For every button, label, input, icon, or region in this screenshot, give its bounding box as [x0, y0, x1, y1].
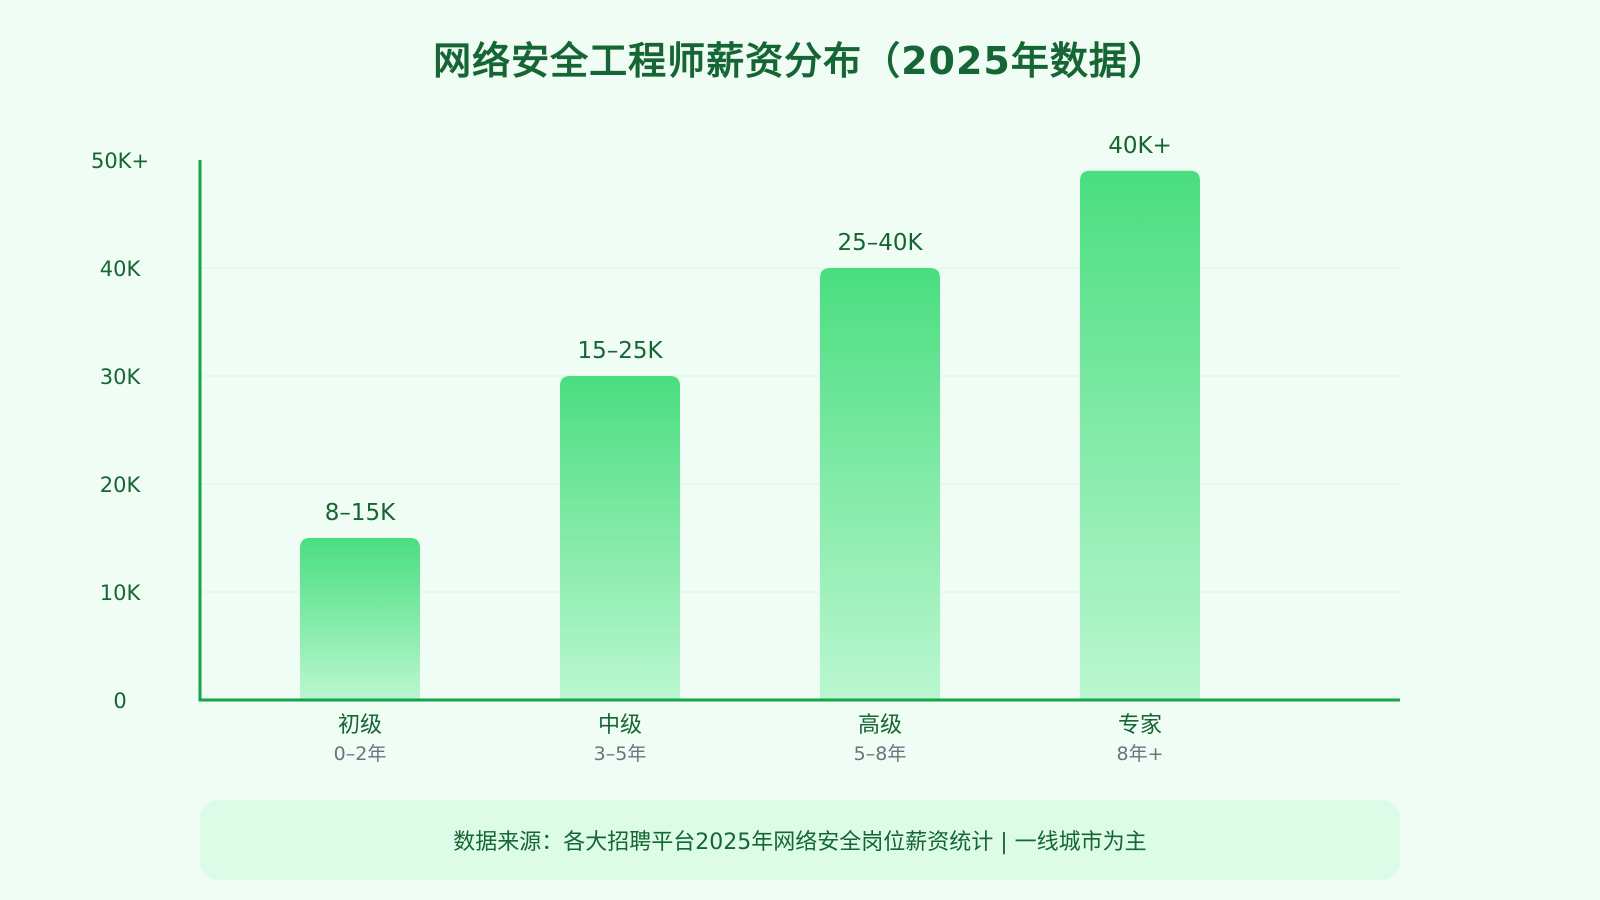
- x-subcategory-label: 8年+: [1116, 743, 1163, 765]
- y-tick-label: 30K: [100, 365, 142, 389]
- bar-value-label: 15–25K: [577, 338, 663, 364]
- y-tick-label: 10K: [100, 581, 142, 605]
- y-tick-label: 0: [113, 689, 126, 713]
- x-category-label: 高级: [858, 713, 902, 738]
- bars: [300, 170, 1200, 701]
- x-subcategory-label: 0–2年: [334, 743, 387, 765]
- x-subcategory-label: 3–5年: [594, 743, 647, 765]
- bar-4: [1080, 170, 1200, 701]
- labels: 0 10K 20K 30K 40K 50K+ 8–15K 初级 0–2年 15–25K 中级 3–5年…: [91, 133, 1172, 765]
- x-subcategory-label: 5–8年: [854, 743, 907, 765]
- bar-value-label: 40K+: [1108, 133, 1172, 159]
- y-tick-label: 50K+: [91, 149, 149, 173]
- axes: [198, 160, 1400, 702]
- x-category-label: 初级: [338, 713, 382, 738]
- data-source-box: 数据来源：各大招聘平台2025年网络安全岗位薪资统计 | 一线城市为主: [200, 800, 1400, 880]
- data-source-text: 数据来源：各大招聘平台2025年网络安全岗位薪资统计 | 一线城市为主: [453, 830, 1147, 855]
- bar-3: [820, 268, 940, 700]
- y-tick-label: 40K: [100, 257, 142, 281]
- bar-chart: 0 10K 20K 30K 40K 50K+ 8–15K 初级 0–2年 15–25K 中级 3–5年…: [91, 133, 1400, 765]
- bar-1: [300, 538, 420, 700]
- bar-value-label: 25–40K: [837, 230, 923, 256]
- x-category-label: 中级: [598, 713, 642, 738]
- x-category-label: 专家: [1118, 713, 1162, 738]
- y-tick-label: 20K: [100, 473, 142, 497]
- bar-value-label: 8–15K: [325, 500, 396, 526]
- chart-title: 网络安全工程师薪资分布（2025年数据）: [433, 39, 1167, 83]
- bar-2: [560, 376, 680, 700]
